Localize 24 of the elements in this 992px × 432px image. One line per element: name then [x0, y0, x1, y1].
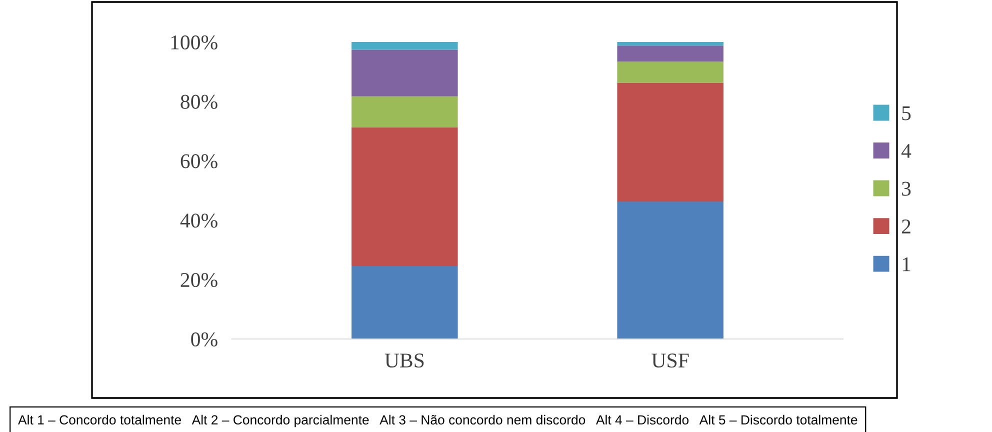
x-tick-label: USF: [652, 354, 689, 368]
legend-label: 3: [902, 182, 911, 196]
bar: [617, 82, 724, 202]
legend-label: 2: [902, 220, 910, 234]
bar: [617, 62, 724, 83]
bar: [617, 46, 724, 62]
y-tick-label: 20%: [180, 272, 218, 288]
x-tick-label: UBS: [384, 354, 424, 368]
y-tick-label: 100%: [171, 35, 218, 50]
bar: [352, 50, 458, 96]
bar: [617, 201, 724, 339]
legend-label: 1: [902, 257, 910, 272]
y-tick-label: 80%: [180, 94, 218, 109]
y-tick-label: 60%: [180, 154, 218, 168]
text: Alt 1 – Concordo totalmente Alt 2 – Concordo parcialmente Alt 3 – Não concordo nem discordo Alt 4 – Discordo Alt 5 – Discordo totalmente: [18, 414, 858, 428]
legend-label: 5: [902, 106, 911, 120]
bar: [352, 127, 458, 266]
bar: [617, 42, 724, 46]
bar: [352, 96, 458, 128]
y-tick-label: 40%: [180, 214, 218, 228]
bar: [352, 266, 458, 339]
legend-label: 4: [901, 144, 912, 158]
y-tick-label: 0%: [191, 332, 218, 346]
bar: [352, 42, 458, 50]
